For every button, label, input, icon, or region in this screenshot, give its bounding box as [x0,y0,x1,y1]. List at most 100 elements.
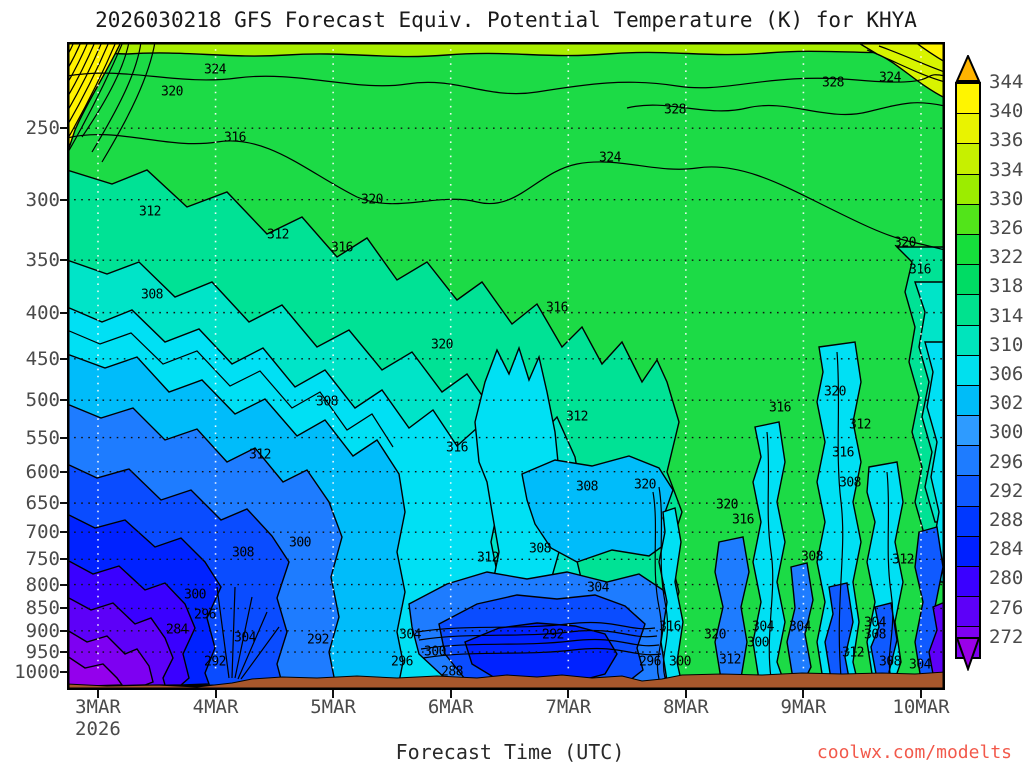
contour-label: 308 [864,627,886,643]
colorbar-box [957,567,979,598]
contour-label: 312 [249,447,271,463]
y-tick-label: 850 [25,597,60,620]
colorbar-box [957,84,979,115]
y-tick-mark [60,607,67,610]
contour-label: 328 [822,75,844,91]
colorbar-box [957,536,979,567]
contour-label: 304 [752,619,774,635]
y-tick-label: 900 [25,619,60,642]
x-tick-label: 3MAR [75,696,121,718]
y-tick-mark [60,583,67,586]
contour-label: 324 [879,70,901,86]
colorbar-box [957,506,979,537]
contour-label: 292 [204,654,226,670]
colorbar-label: 276 [989,596,1024,619]
y-tick-label: 400 [25,301,60,324]
colorbar-box [957,174,979,205]
colorbar-label: 314 [989,304,1024,327]
contour-label: 320 [431,337,453,353]
contour-label: 308 [576,479,598,495]
y-tick-label: 550 [25,426,60,449]
colorbar-label: 288 [989,509,1024,531]
watermark-text: coolwx.com/modelts [816,742,1012,763]
contour-label: 284 [166,622,188,638]
contour-label: 312 [566,409,588,425]
contour-label: 296 [391,654,413,670]
contour-label: 292 [307,632,329,648]
colorbar-box [957,446,979,477]
contour-label: 308 [839,475,861,491]
colorbar-top-arrow-icon [955,55,981,82]
y-tick-label: 300 [25,188,60,211]
contour-label: 300 [669,654,691,670]
y-tick-mark [60,651,67,654]
plot-area: 324 320 316 312 308 312 316 320 324 328 328 324 320 3… [67,42,945,690]
x-tick-label: 8MAR [662,696,709,718]
colorbar-scale [955,82,981,659]
colorbar-box [957,597,979,628]
contour-label: 288 [441,664,463,680]
colorbar-label: 336 [989,129,1024,152]
y-tick-mark [60,558,67,561]
y-tick-mark [60,311,67,314]
colorbar-box [957,114,979,145]
colorbar-label: 302 [989,392,1024,415]
contour-label: 312 [477,550,499,566]
colorbar-label: 318 [989,275,1024,298]
colorbar-label: 330 [989,187,1024,210]
contour-label: 308 [232,545,254,561]
y-tick-label: 600 [25,460,60,483]
colorbar-label: 322 [989,246,1024,269]
y-tick-mark [60,502,67,505]
colorbar-label: 310 [989,333,1024,356]
contour-label: 316 [446,440,468,456]
y-tick-mark [60,198,67,201]
contour-label: 316 [832,445,854,461]
colorbar-label: 326 [989,217,1024,239]
colorbar-box [957,234,979,266]
x-axis-title: Forecast Time (UTC) [395,740,625,764]
contour-label: 312 [719,652,741,668]
contour-label: 324 [599,150,621,166]
y-tick-label: 800 [25,573,60,596]
x-tick-mark [449,690,452,698]
contour-label: 304 [909,657,931,673]
colorbar-box [957,355,979,386]
y-tick-label: 650 [25,492,60,515]
x-tick-mark [567,690,570,698]
y-tick-mark [60,127,67,130]
contour-field [67,42,945,690]
x-tick-mark [332,690,335,698]
y-tick-mark [60,629,67,632]
x-tick-label: 4MAR [192,696,239,718]
colorbar: 344 340 336 334 330 326 322 318 314 310 306 302 300 2… [955,55,1024,675]
y-tick-label: 350 [25,249,60,272]
colorbar-label: 272 [989,625,1024,648]
x-tick-label: 7MAR [545,696,592,718]
y-tick-label: 500 [25,389,60,412]
contour-label: 308 [879,654,901,670]
contour-label: 320 [634,477,656,493]
contour-label: 300 [184,587,206,603]
contour-label: 320 [161,84,183,100]
x-axis-year-label: 2026 [75,718,121,740]
x-tick-mark [214,690,217,698]
x-tick-label: 5MAR [310,696,356,718]
contour-label: 300 [747,635,769,651]
contour-label: 320 [894,235,916,251]
contour-label: 312 [139,204,161,220]
colorbar-label: 334 [989,158,1024,181]
contour-label: 296 [639,654,661,670]
colorbar-label: 284 [989,538,1024,561]
colorbar-label: 340 [989,100,1024,123]
contour-label: 328 [664,102,686,118]
contour-label: 312 [892,552,914,568]
y-tick-label: 450 [25,347,60,370]
contour-label: 316 [331,240,353,256]
contour-label: 316 [769,400,791,416]
colorbar-box [957,265,979,296]
contour-label: 320 [361,192,383,208]
y-tick-label: 950 [25,641,60,664]
contour-label: 320 [716,497,738,513]
contour-label: 308 [801,549,823,565]
